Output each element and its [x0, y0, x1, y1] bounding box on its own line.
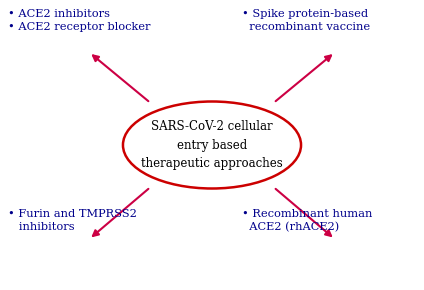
Text: SARS-CoV-2 cellular
entry based
therapeutic approaches: SARS-CoV-2 cellular entry based therapeu…: [141, 121, 283, 169]
Text: • Spike protein-based
  recombinant vaccine: • Spike protein-based recombinant vaccin…: [242, 9, 370, 32]
Text: • Recombinant human
  ACE2 (rhACE2): • Recombinant human ACE2 (rhACE2): [242, 209, 372, 233]
Text: • ACE2 inhibitors
• ACE2 receptor blocker: • ACE2 inhibitors • ACE2 receptor blocke…: [8, 9, 151, 32]
Text: • Furin and TMPRSS2
   inhibitors: • Furin and TMPRSS2 inhibitors: [8, 209, 137, 232]
